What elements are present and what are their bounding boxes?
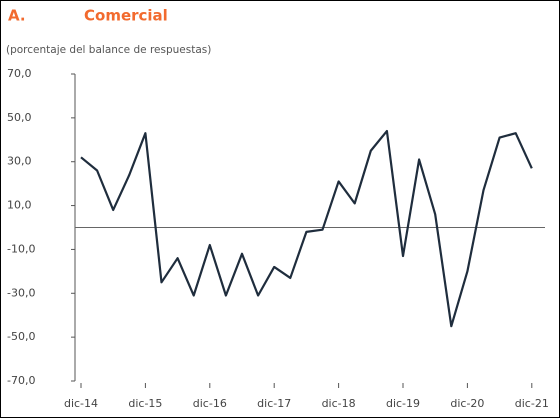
- x-tick-label: dic-15: [128, 397, 162, 410]
- panel-label: A.: [8, 7, 26, 25]
- y-tick-label: 10,0: [7, 199, 32, 212]
- y-tick-label: 50,0: [7, 111, 32, 124]
- x-tick-label: dic-20: [450, 397, 484, 410]
- y-tick-label: -70,0: [7, 374, 35, 387]
- x-tick-label: dic-14: [64, 397, 98, 410]
- x-tick-label: dic-17: [257, 397, 291, 410]
- subtitle: (porcentaje del balance de respuestas): [6, 44, 211, 56]
- x-tick-label: dic-16: [193, 397, 227, 410]
- line-series: [80, 129, 533, 328]
- y-tick-label: -50,0: [7, 330, 35, 343]
- chart-title: Comercial: [84, 7, 168, 25]
- x-tick-label: dic-18: [322, 397, 356, 410]
- y-tick-label: 30,0: [7, 155, 32, 168]
- y-tick-label: -10,0: [7, 242, 35, 255]
- y-tick-label: -30,0: [7, 286, 35, 299]
- y-tick-label: 70,0: [7, 67, 32, 80]
- x-tick-label: dic-21: [515, 397, 549, 410]
- x-tick-label: dic-19: [386, 397, 420, 410]
